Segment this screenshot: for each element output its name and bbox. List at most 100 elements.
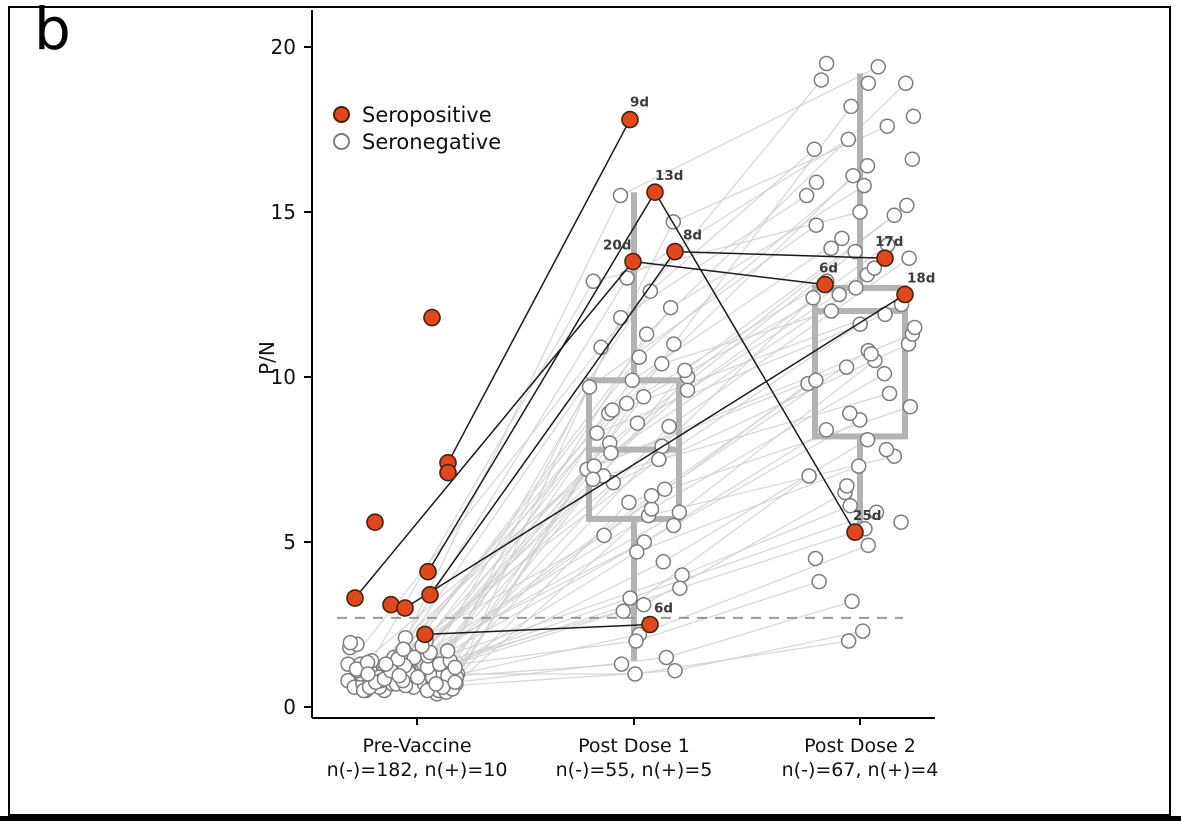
seronegative-point — [808, 372, 824, 389]
seronegative-point — [847, 243, 863, 260]
seropositive-point — [421, 585, 439, 604]
day-label: 9d — [630, 95, 649, 111]
seronegative-trajectory-line — [635, 581, 820, 642]
x-category-label: Post Dose 2 — [804, 735, 916, 757]
seronegative-point — [845, 167, 861, 184]
seronegative-trajectory-line — [673, 106, 852, 345]
legend-item-seronegative: Seronegative — [333, 128, 501, 155]
seronegative-point — [635, 596, 652, 613]
seropositive-point — [816, 275, 834, 294]
seronegative-point — [627, 666, 643, 682]
seronegative-trajectory-line — [668, 257, 910, 427]
seronegative-point — [893, 514, 909, 530]
seronegative-point — [842, 405, 858, 422]
y-tick-label: 5 — [283, 530, 296, 554]
seronegative-point — [585, 471, 601, 488]
seronegative-trajectory-line — [622, 475, 810, 612]
seronegative-point — [840, 131, 857, 148]
seronegative-point — [586, 458, 602, 474]
seronegative-trajectory-line — [679, 360, 876, 513]
legend: Seropositive Seronegative — [333, 101, 501, 155]
seronegative-point — [876, 365, 893, 382]
x-category-label: Pre-Vaccine — [362, 735, 471, 757]
day-label: 25d — [853, 508, 881, 524]
y-tick-label: 0 — [283, 695, 296, 719]
seronegative-trajectory-line — [620, 66, 879, 197]
seronegative-point — [906, 319, 923, 336]
seropositive-point — [876, 249, 894, 268]
seronegative-point — [823, 240, 839, 257]
seronegative-point — [856, 177, 872, 194]
seronegative-point — [808, 217, 824, 233]
seronegative-trajectory-line — [603, 383, 809, 536]
seronegative-marker-icon — [333, 133, 350, 150]
day-label: 20d — [603, 238, 631, 254]
seronegative-point — [823, 303, 840, 319]
seronegative-trajectory-line — [662, 439, 868, 563]
seronegative-trajectory-line — [664, 350, 869, 490]
seropositive-point — [896, 285, 914, 304]
seropositive-link-line — [654, 191, 856, 533]
seronegative-point — [860, 75, 877, 92]
seronegative-point — [655, 554, 672, 570]
seronegative-point — [658, 649, 675, 666]
seronegative-point — [850, 458, 867, 474]
seronegative-point — [904, 151, 921, 167]
seronegative-point — [870, 59, 886, 75]
seronegative-point — [879, 118, 896, 134]
seronegative-point — [615, 603, 631, 620]
seronegative-point — [801, 468, 817, 484]
seronegative-point — [863, 346, 879, 362]
legend-item-seropositive: Seropositive — [333, 101, 501, 128]
seronegative-point — [621, 494, 637, 511]
seropositive-link-line — [632, 260, 826, 286]
seropositive-link-line — [447, 119, 631, 464]
seronegative-point — [902, 398, 919, 415]
seronegative-trajectory-line — [639, 544, 869, 635]
seropositive-point — [346, 589, 364, 607]
seronegative-point — [860, 537, 876, 554]
seronegative-point — [805, 290, 821, 306]
seronegative-trajectory-line — [687, 244, 889, 391]
seronegative-point — [585, 273, 602, 290]
seropositive-point — [366, 513, 384, 532]
seropositive-point — [641, 615, 659, 634]
seronegative-point — [342, 634, 359, 651]
seronegative-trajectory-line — [455, 508, 652, 685]
day-label: 6d — [819, 261, 838, 277]
day-label: 8d — [683, 228, 702, 244]
seronegative-trajectory-line — [658, 323, 861, 460]
seropositive-point — [666, 242, 684, 261]
seronegative-trajectory-line — [371, 280, 594, 662]
seronegative-point — [859, 158, 876, 174]
seronegative-trajectory-line — [638, 165, 868, 358]
seronegative-point — [843, 98, 859, 115]
seronegative-point — [811, 573, 827, 590]
seronegative-trajectory-line — [670, 185, 865, 309]
seronegative-point — [395, 641, 412, 657]
seronegative-point — [806, 141, 823, 158]
seronegative-trajectory-line — [679, 528, 866, 589]
seropositive-point — [423, 308, 441, 327]
seronegative-point — [612, 187, 629, 204]
seronegative-point — [831, 286, 847, 303]
seronegative-point — [844, 593, 860, 610]
seronegative-point — [859, 431, 876, 448]
seronegative-trajectory-line — [687, 204, 908, 378]
seronegative-point — [667, 662, 683, 679]
seropositive-link-line — [354, 261, 634, 599]
seronegative-point — [813, 72, 830, 88]
seropositive-link-line — [674, 250, 886, 259]
seropositive-point — [419, 562, 437, 581]
seronegative-point — [834, 230, 850, 247]
seronegative-point — [798, 187, 815, 204]
seronegative-point — [447, 674, 463, 690]
seronegative-point — [612, 309, 629, 326]
seronegative-point — [631, 349, 648, 365]
seronegative-point — [848, 280, 864, 296]
seronegative-point — [651, 451, 667, 468]
seronegative-trajectory-line — [674, 630, 863, 672]
seronegative-trajectory-line — [620, 194, 807, 319]
seronegative-point — [838, 359, 855, 375]
